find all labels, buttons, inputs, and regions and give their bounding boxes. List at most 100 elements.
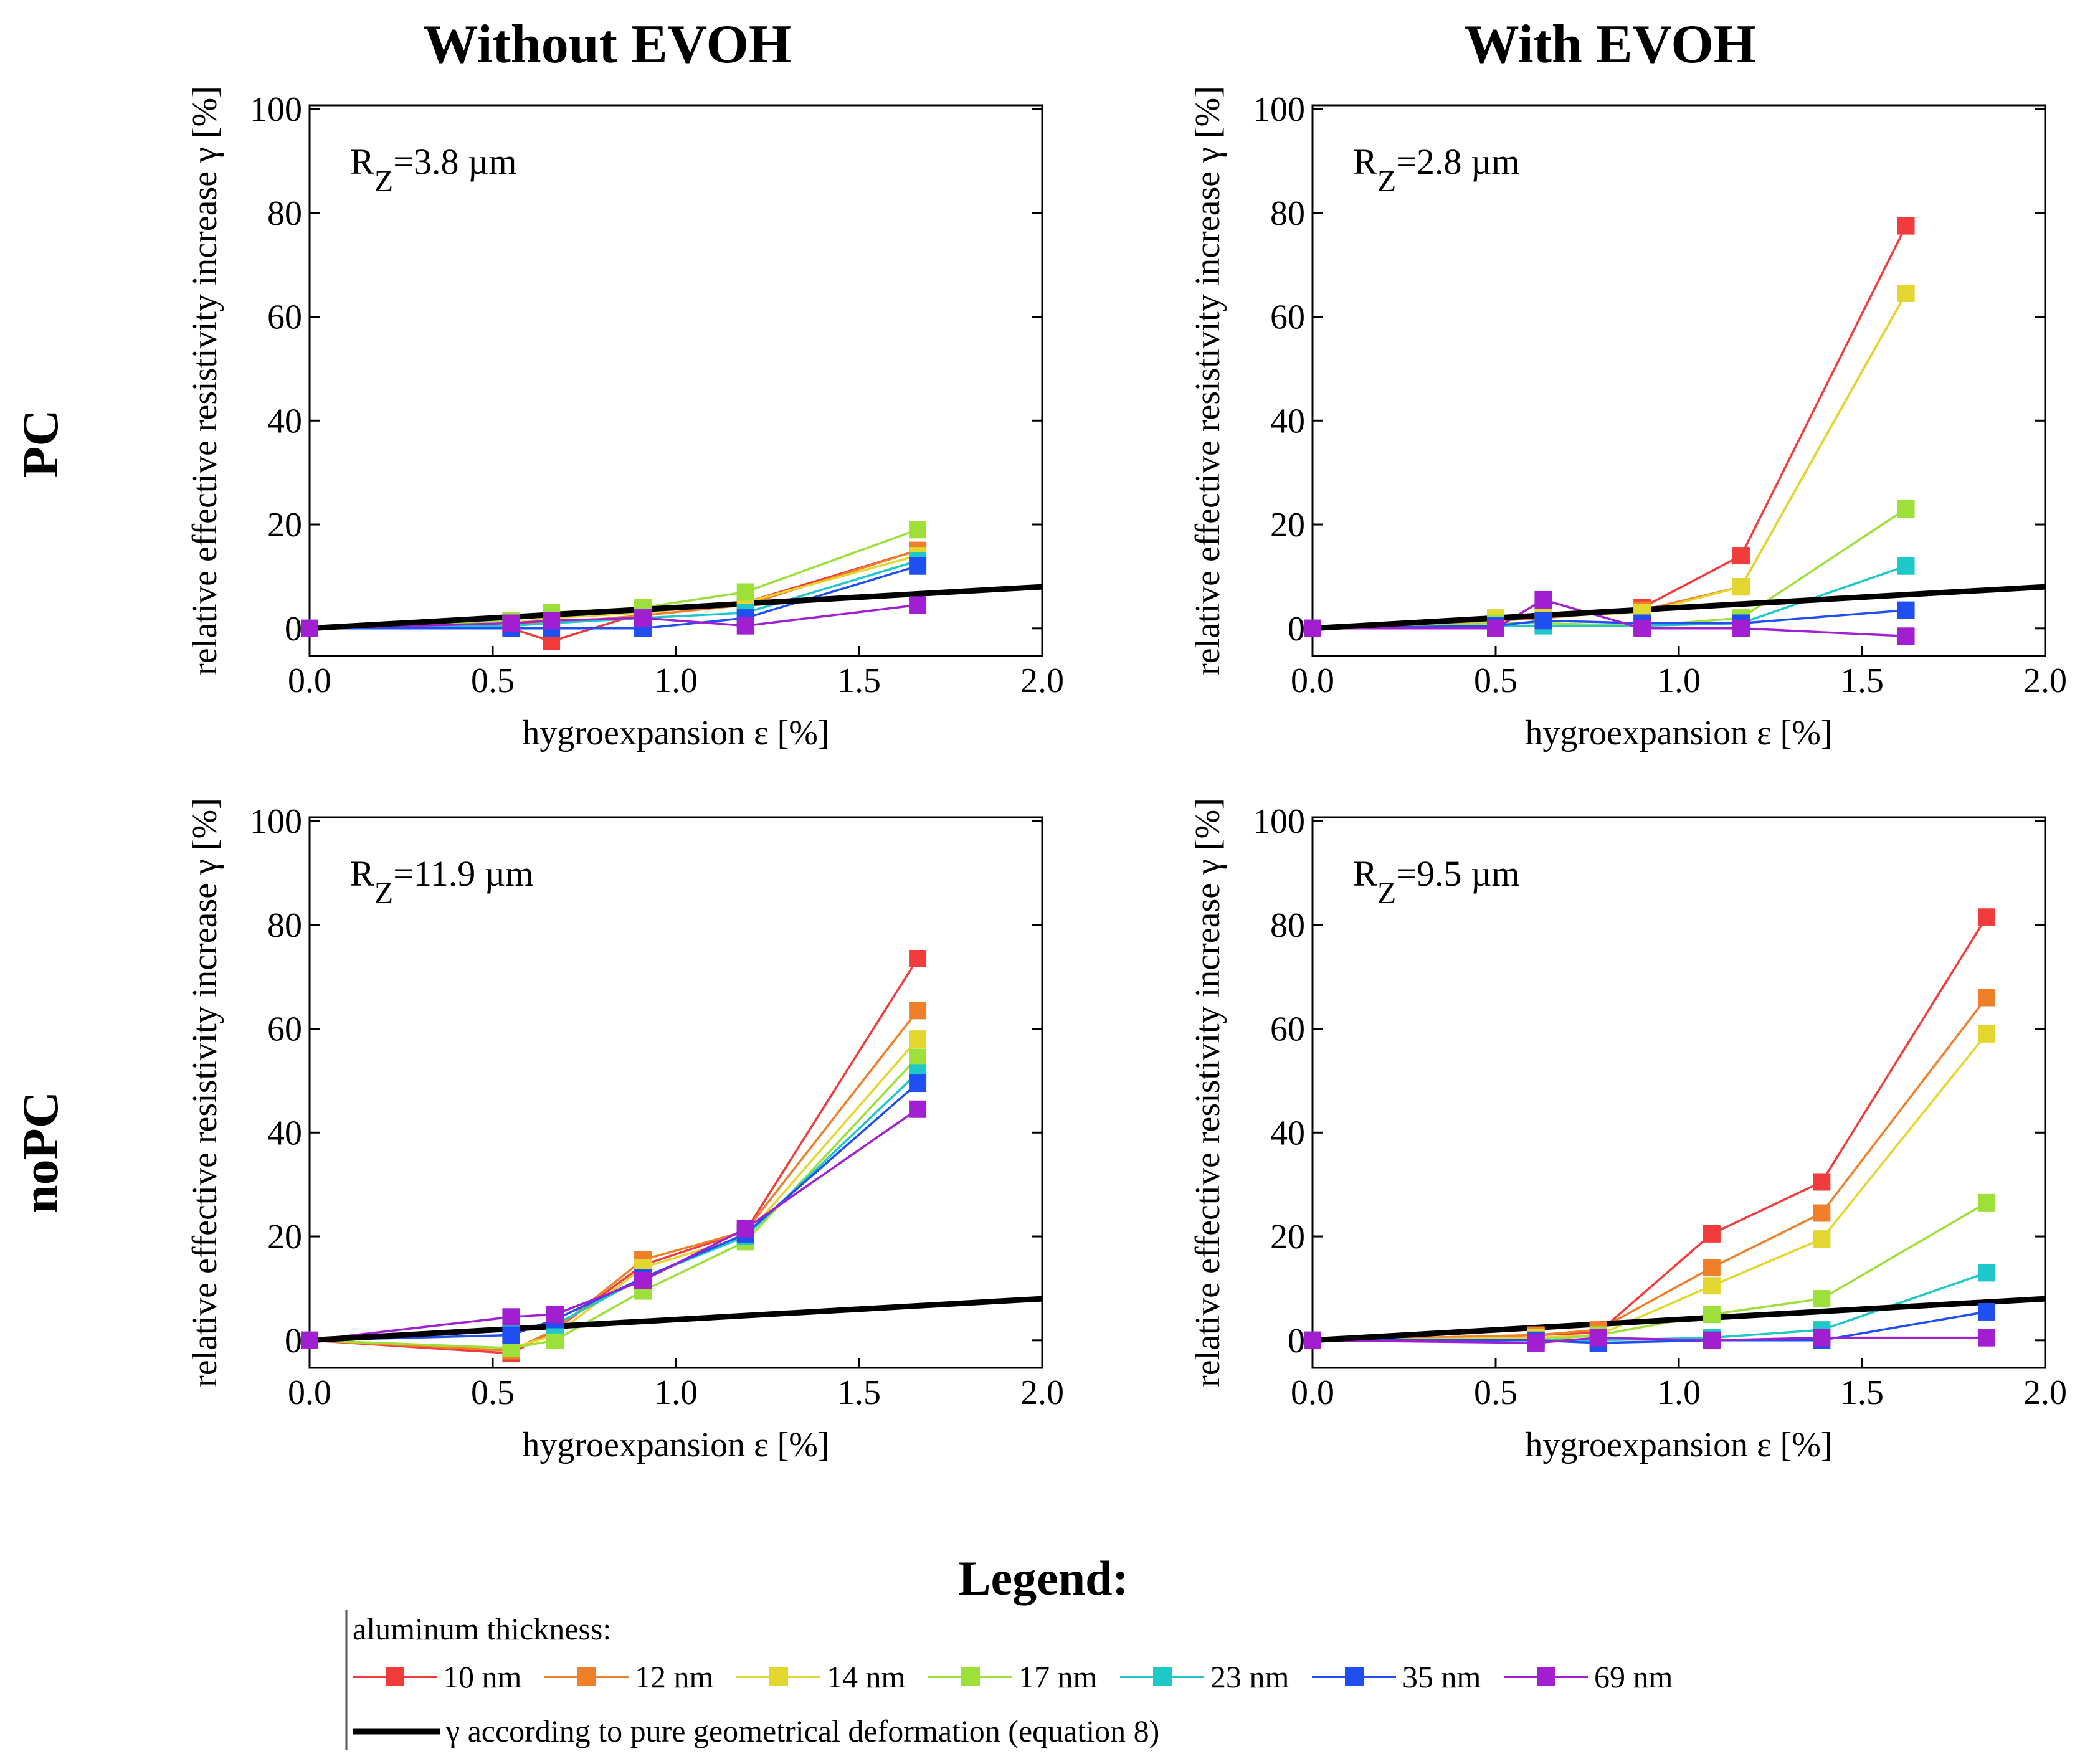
chart-2-xtick-label: 2.0 (1020, 1373, 1064, 1412)
chart-1-xtick-label: 1.5 (1840, 662, 1884, 700)
chart-3-marker-23nm (1977, 1264, 1995, 1282)
chart-3-xtick-label: 1.5 (1840, 1373, 1884, 1412)
chart-0-marker-17nm (736, 583, 754, 601)
chart-3-marker-69nm (1977, 1329, 1995, 1347)
chart-3-ytick-label: 80 (1270, 906, 1305, 945)
legend-item-marker (961, 1667, 980, 1686)
chart-1-marker-14nm (1897, 284, 1915, 302)
chart-2-ytick-label: 80 (267, 906, 302, 945)
chart-3-marker-17nm (1977, 1193, 1995, 1212)
chart-3-marker-12nm (1703, 1259, 1721, 1277)
chart-1-ytick-label: 60 (1270, 298, 1305, 337)
chart-pc-with-evoh: 0.0 0.5 1.0 1.5 2.0 0 20 40 60 80 100 hygroexpansio… (1189, 86, 2067, 752)
legend-item-marker (1153, 1667, 1172, 1686)
chart-2-ytick-label: 0 (285, 1322, 302, 1360)
chart-1-marker-14nm (1732, 578, 1750, 596)
chart-3-series-line-35nm (1313, 1311, 1987, 1344)
chart-0-xtick-label: 0.5 (471, 662, 515, 700)
legend-item-label: 12 nm (635, 1659, 714, 1694)
chart-3-xtick-label: 0.5 (1474, 1373, 1517, 1412)
chart-3-marker-69nm (1304, 1331, 1321, 1349)
chart-1-marker-69nm (1534, 590, 1552, 609)
chart-3-marker-17nm (1813, 1290, 1831, 1308)
legend-item-marker (577, 1667, 596, 1686)
chart-3-ylabel: relative effective resistivity increase … (1189, 798, 1227, 1387)
chart-0-marker-35nm (909, 557, 927, 575)
legend-item: 12 nm (544, 1659, 714, 1694)
chart-2-xtick-label: 1.0 (654, 1373, 698, 1412)
legend-item-label: 14 nm (827, 1659, 906, 1694)
chart-3-marker-17nm (1703, 1306, 1721, 1324)
chart-1-series-line-35nm (1312, 609, 1906, 630)
legend-item-label: 69 nm (1594, 1659, 1673, 1694)
chart-0-roughness-label: RZ=3.8 µm (350, 141, 516, 198)
row-title-nopc: noPC (12, 1091, 69, 1213)
chart-3-marker-14nm (1977, 1025, 1995, 1043)
chart-2-marker-69nm (546, 1306, 564, 1324)
chart-1-xlabel: hygroexpansion ε [%] (1525, 714, 1832, 752)
chart-1-ytick-label: 20 (1270, 506, 1305, 544)
chart-0-xtick-label: 1.0 (654, 662, 698, 700)
chart-1-ytick-label: 0 (1288, 610, 1305, 648)
chart-3-marker-69nm (1813, 1329, 1831, 1347)
chart-2-xtick-label: 0.5 (471, 1373, 515, 1412)
legend-series-list: 10 nm 12 nm 14 nm 17 nm 23 nm 35 nm 69 nm (353, 1659, 1673, 1694)
chart-1-frame (1311, 104, 2046, 657)
chart-nopc-with-evoh: 0.0 0.5 1.0 1.5 2.0 0 20 40 60 80 100 hygroexpansio… (1189, 798, 2067, 1464)
chart-1-marker-69nm (1732, 619, 1750, 637)
chart-3-marker-14nm (1813, 1230, 1831, 1248)
chart-3-ytick-label: 100 (1253, 802, 1305, 841)
chart-3-marker-14nm (1703, 1277, 1721, 1295)
chart-2-series-line-17nm (309, 1056, 919, 1350)
chart-1-ytick-label: 40 (1270, 402, 1305, 440)
chart-2-reference (309, 1296, 1043, 1344)
chart-1-marker-69nm (1487, 619, 1504, 637)
chart-3-marker-10nm (1703, 1225, 1721, 1243)
chart-1-ytick-label: 100 (1253, 90, 1305, 129)
chart-3-marker-12nm (1813, 1204, 1831, 1222)
legend-item-marker (386, 1667, 404, 1686)
chart-1-series-line-14nm (1312, 293, 1907, 630)
chart-3-marker-35nm (1977, 1302, 1995, 1321)
column-title-without-evoh: Without EVOH (424, 14, 792, 75)
chart-3-reference-line (1312, 1296, 2046, 1344)
legend-item: 10 nm (353, 1659, 522, 1694)
chart-2-xlabel: hygroexpansion ε [%] (522, 1426, 829, 1464)
chart-3-ytick-label: 0 (1288, 1322, 1305, 1360)
legend-subtitle: aluminum thickness: (353, 1611, 611, 1646)
chart-2-roughness-label: RZ=11.9 µm (350, 853, 533, 910)
chart-2-marker-69nm (634, 1271, 652, 1289)
chart-3-marker-69nm (1703, 1331, 1721, 1349)
legend-item: 17 nm (928, 1659, 1098, 1694)
chart-0-series-line-35nm (310, 565, 918, 630)
chart-3-marker-10nm (1977, 908, 1995, 926)
chart-2-marker-17nm (546, 1331, 564, 1349)
legend-item-label: 10 nm (443, 1659, 522, 1694)
legend-item-label: 35 nm (1402, 1659, 1481, 1694)
chart-3-series-line-14nm (1312, 1033, 1988, 1342)
chart-2-ylabel: relative effective resistivity increase … (186, 798, 224, 1387)
chart-2-marker-14nm (909, 1030, 927, 1048)
chart-0-ytick-label: 20 (267, 506, 302, 544)
row-title-pc: PC (12, 409, 69, 477)
chart-0-xtick-label: 0.0 (288, 662, 331, 700)
chart-2-xtick-label: 0.0 (288, 1373, 331, 1412)
chart-2-reference-line (309, 1296, 1043, 1344)
chart-1-reference (1312, 584, 2046, 632)
chart-2-marker-35nm (502, 1326, 520, 1344)
chart-1-series-line-12nm (1312, 293, 1907, 630)
chart-0-xtick-label: 2.0 (1020, 662, 1064, 700)
chart-2-series-line-23nm (309, 1072, 919, 1342)
chart-1-reference-line (1312, 584, 2046, 632)
legend-item-label: 23 nm (1210, 1659, 1289, 1694)
chart-0-ytick-label: 100 (250, 90, 302, 129)
column-title-with-evoh: With EVOH (1465, 14, 1757, 75)
legend-item: 35 nm (1312, 1659, 1481, 1694)
chart-3-ytick-label: 40 (1270, 1114, 1305, 1152)
chart-3-xtick-label: 2.0 (2023, 1373, 2067, 1412)
chart-3-marker-69nm (1527, 1334, 1545, 1352)
chart-0-xlabel: hygroexpansion ε [%] (522, 714, 829, 752)
chart-2-frame (308, 816, 1043, 1369)
chart-1-xtick-label: 0.0 (1291, 662, 1334, 700)
